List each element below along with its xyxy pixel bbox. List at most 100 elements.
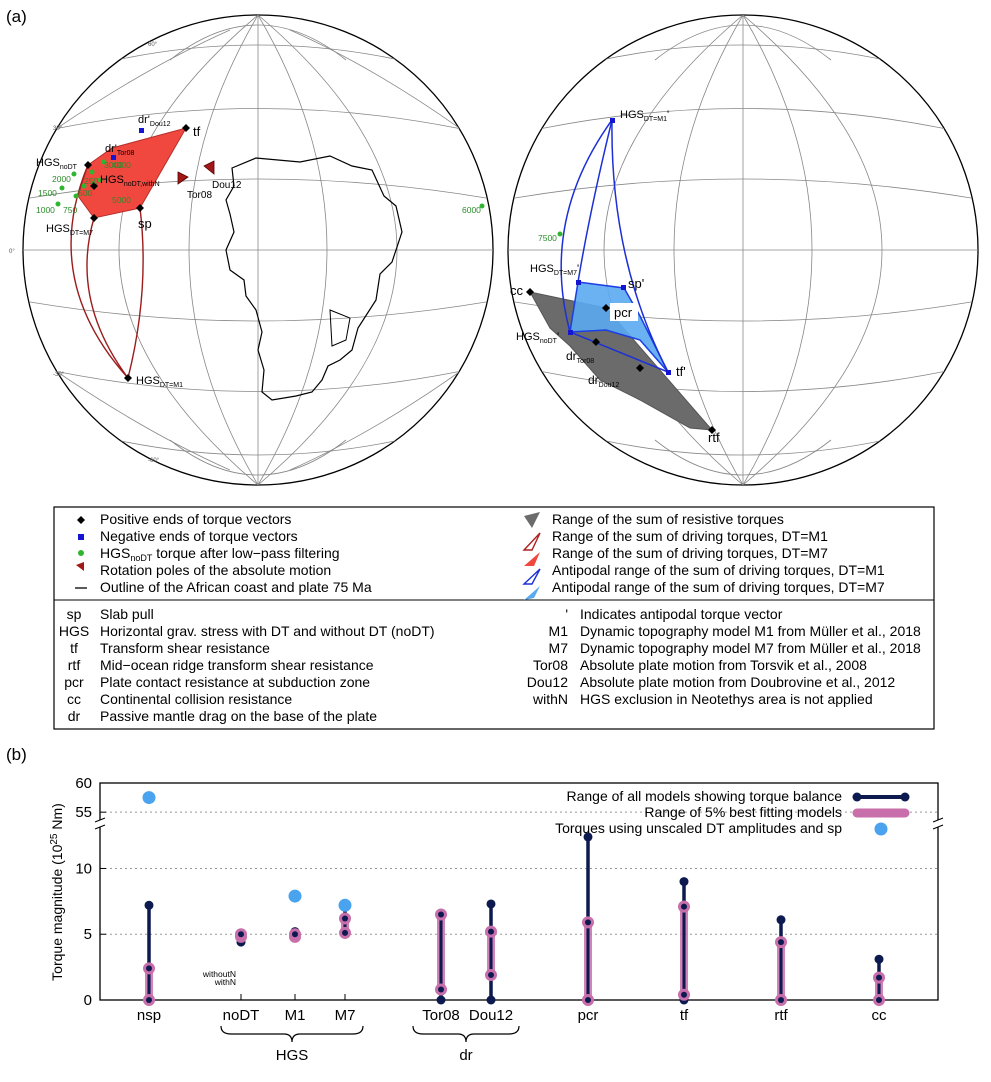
label-hgs-nodt: HGSnoDT <box>36 157 78 171</box>
abbrev-text-M7: Dynamic topography model M7 from Müller … <box>580 640 921 656</box>
axis-break-right-1 <box>932 817 944 823</box>
filter-label-2000: 2000 <box>52 174 71 184</box>
legend-anti-m7: Antipodal range of the sum of driving to… <box>552 579 885 595</box>
all-range-max-tf <box>679 877 689 887</box>
best-range-max-core-tf <box>681 903 687 910</box>
xtick-label-nsp: nsp <box>137 1007 161 1024</box>
ytick-label-5: 5 <box>84 926 92 943</box>
svg-text:60°: 60° <box>148 42 158 48</box>
label-pcr-bg <box>610 303 638 321</box>
y-axis-label: Torque magnitude (1025 Nm) <box>49 803 65 981</box>
abbrev-text-tf: Transform shear resistance <box>100 640 270 656</box>
abbrev-text-Dou12: Absolute plate motion from Doubrovine et… <box>580 674 895 690</box>
legend-resistive: Range of the sum of resistive torques <box>552 511 784 527</box>
best-range-min-core-Dou12 <box>488 972 494 979</box>
filter-label-1500: 1500 <box>38 188 57 198</box>
best-range-max-core-Dou12 <box>488 928 494 935</box>
abbrev-key-Tor08: Tor08 <box>533 657 568 673</box>
label-dr-tor08: dr'Tor08 <box>105 143 135 157</box>
negative-ends-right <box>568 118 671 375</box>
madagascar-outline <box>329 309 351 347</box>
all-range-min-Dou12 <box>486 995 496 1005</box>
legend-anti-m1: Antipodal range of the sum of driving to… <box>552 562 885 578</box>
abbrev-key-': ' <box>565 606 568 622</box>
label-hgs-nodt-prime: HGSnoDT' <box>516 331 559 345</box>
abbrev-key-cc: cc <box>67 691 81 707</box>
legend-sym-anti-m7 <box>524 586 540 600</box>
abbrev-text-HGS: Horizontal grav. stress with DT and with… <box>100 623 435 639</box>
label-dou12: Dou12 <box>212 180 242 191</box>
chart-frame <box>99 782 939 1001</box>
best-range-max-core-M1 <box>292 931 298 938</box>
best-range-min-core-cc <box>876 997 882 1003</box>
label-dr-dou12: drDou12 <box>588 373 619 389</box>
svg-text:-60°: -60° <box>148 458 160 464</box>
filter-label-250: 250 <box>84 176 98 186</box>
legend-frame <box>53 506 935 730</box>
legend-sym-hgs-filter <box>78 550 84 556</box>
abbrev-key-sp: sp <box>67 606 82 622</box>
left-globe-labels: tf sp dr'Dou12 dr'Tor08 HGSnoDT HGSnoDT,… <box>36 114 242 389</box>
rotation-pole-tor08 <box>177 171 189 185</box>
axis-break-right-gap <box>934 820 942 827</box>
axis-break-left-2 <box>94 824 106 830</box>
panel-a-label: (a) <box>6 7 27 26</box>
right-graticule <box>508 15 978 485</box>
label-sp-prime: sp' <box>628 276 644 291</box>
axis-break-right-2 <box>932 824 944 830</box>
filter-label-500: 500 <box>78 188 92 198</box>
label-hgs-m1-prime: HGSDT=M1' <box>620 109 669 123</box>
africa-outline <box>225 155 403 401</box>
left-globe: 2000 1500 1000 750 500 250 3000 5000 400… <box>9 14 494 486</box>
abbrev-key-pcr: pcr <box>64 674 84 690</box>
abbrev-text-Tor08: Absolute plate motion from Torsvik et al… <box>580 657 867 673</box>
legend-sym-all-range-cap2 <box>900 792 910 802</box>
positive-ends-right <box>526 288 716 434</box>
low-pass-point-7500 <box>557 231 563 237</box>
label-pcr: pcr <box>614 305 633 320</box>
abbrev-key-rtf: rtf <box>68 657 81 673</box>
chart-legend-2: Torques using unscaled DT amplitudes and… <box>555 820 842 836</box>
unscaled-point-M7 <box>338 898 352 912</box>
legend-sym-m1 <box>522 532 541 551</box>
torque-chart: 55 60 0 5 10 Torque magnitude (1025 Nm) nsp noD… <box>49 775 944 1064</box>
xtick-label-cc: cc <box>872 1007 888 1024</box>
abbrev-key-HGS: HGS <box>59 623 89 639</box>
low-pass-points <box>55 159 485 209</box>
hgs-group-label: HGS <box>276 1047 309 1064</box>
best-range-max-core-noDT <box>238 931 244 938</box>
label-dr-tor08: drTor08 <box>566 349 594 365</box>
best-range-min-core-Tor08 <box>438 986 444 993</box>
abbrev-text-dr: Passive mantle drag on the base of the p… <box>100 708 377 724</box>
label-hgs-m7-prime: HGSDT=M7' <box>530 263 579 277</box>
best-range-min-core-tf <box>681 991 687 998</box>
y-axis-label-tail: Nm) <box>49 803 65 833</box>
dr-group-label: dr <box>459 1047 472 1064</box>
all-range-min-Tor08 <box>436 995 446 1005</box>
ytick-label-60: 60 <box>75 775 92 792</box>
axis-break-left-gap <box>96 820 104 827</box>
y-axis-label-main: Torque magnitude (10 <box>49 844 65 980</box>
low-pass-labels: 2000 1500 1000 750 500 250 3000 5000 400… <box>36 160 481 215</box>
abbrev-key-Dou12: Dou12 <box>527 674 568 690</box>
filter-label-7500: 7500 <box>538 233 557 243</box>
svg-text:30°: 30° <box>53 126 63 132</box>
legend-sym-anti-m1 <box>522 568 541 585</box>
label-rtf: rtf <box>708 430 720 445</box>
best-range-max-core-M7 <box>342 915 348 922</box>
filter-label-6000: 6000 <box>462 205 481 215</box>
negative-end-dr-dou12 <box>139 128 144 133</box>
hgs-group-brace <box>220 1025 364 1043</box>
abbrev-text-M1: Dynamic topography model M1 from Müller … <box>580 623 921 639</box>
best-range-max-core-cc <box>876 974 882 981</box>
abbrev-text-sp: Slab pull <box>100 606 154 622</box>
xtick-label-noDT: noDT <box>223 1007 260 1024</box>
xtick-label-rtf: rtf <box>774 1007 788 1024</box>
best-range-min-core-pcr <box>585 997 591 1003</box>
abbrev-text-': Indicates antipodal torque vector <box>580 606 783 622</box>
abbrev-text-rtf: Mid−ocean ridge transform shear resistan… <box>100 657 374 673</box>
chart-legend-1: Range of 5% best fitting models <box>644 804 842 820</box>
label-tf-prime: tf' <box>676 364 686 379</box>
all-range-max-rtf <box>776 915 786 925</box>
abbrev-text-withN: HGS exclusion in Neotethys area is not a… <box>580 691 873 707</box>
